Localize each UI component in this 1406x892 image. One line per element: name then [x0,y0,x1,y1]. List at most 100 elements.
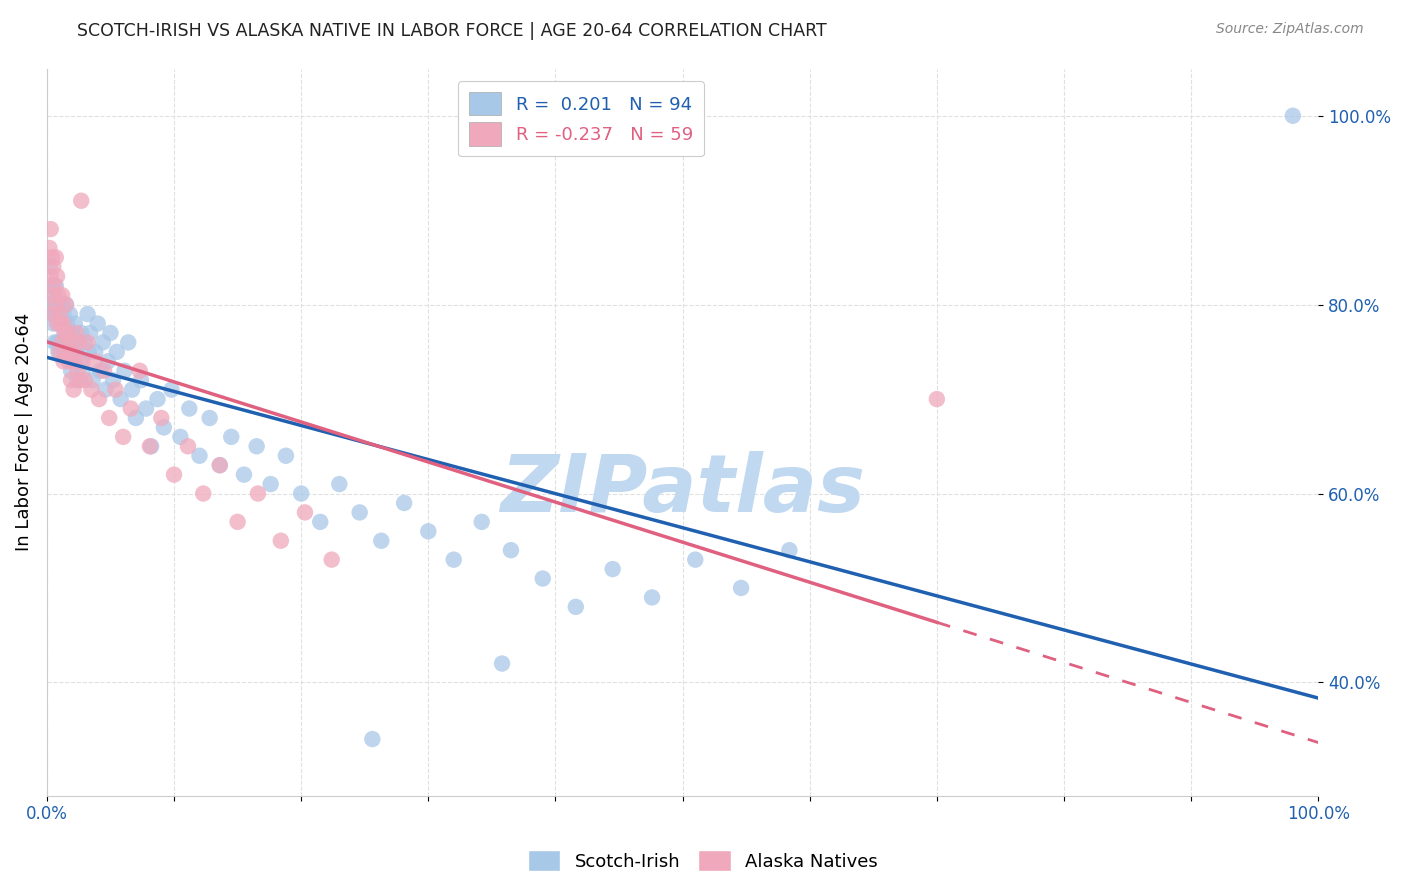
Point [105,344,128,359]
Point [97,354,120,368]
Point [52,344,75,359]
Point [42,288,65,302]
Point [51,335,73,350]
Point [179,401,201,416]
Point [246,439,269,453]
Point [139,439,162,453]
Point [56,326,79,340]
Point [226,515,249,529]
Point [44,298,66,312]
Point [41,278,63,293]
Point [45,298,67,312]
Point [46,344,69,359]
Point [82,373,104,387]
Point [62,383,84,397]
Point [72,364,94,378]
Point [84,354,107,368]
Point [49,317,72,331]
Point [125,411,148,425]
Point [65,344,87,359]
Point [361,732,384,747]
Point [101,373,124,387]
Point [160,383,183,397]
Point [41,288,63,302]
Point [259,477,281,491]
Point [42,317,65,331]
Point [46,317,69,331]
Point [169,430,191,444]
Point [48,344,70,359]
Point [55,298,77,312]
Point [370,533,392,548]
Point [94,383,117,397]
Point [139,439,162,453]
Point [565,599,588,614]
Point [208,458,231,473]
Point [146,392,169,406]
Point [70,194,93,208]
Point [69,354,91,368]
Point [41,307,63,321]
Text: SCOTCH-IRISH VS ALASKA NATIVE IN LABOR FORCE | AGE 20-64 CORRELATION CHART: SCOTCH-IRISH VS ALASKA NATIVE IN LABOR F… [77,22,827,40]
Point [177,439,200,453]
Point [51,298,73,312]
Point [77,344,100,359]
Point [471,515,494,529]
Point [531,572,554,586]
Point [48,335,70,350]
Point [44,335,66,350]
Point [93,364,115,378]
Point [63,317,86,331]
Point [112,430,135,444]
Point [55,335,77,350]
Point [328,477,350,491]
Point [104,383,127,397]
Point [91,335,114,350]
Point [198,411,221,425]
Point [153,420,176,434]
Point [38,260,60,274]
Point [73,335,96,350]
Point [219,430,242,444]
Point [120,401,142,416]
Point [60,326,83,340]
Point [53,326,76,340]
Point [56,317,79,331]
Point [48,307,70,321]
Y-axis label: In Labor Force | Age 20-64: In Labor Force | Age 20-64 [15,313,32,551]
Point [52,317,75,331]
Point [114,364,136,378]
Point [46,335,69,350]
Point [39,278,62,293]
Point [925,392,948,406]
Point [60,364,83,378]
Point [69,373,91,387]
Point [270,533,292,548]
Point [274,449,297,463]
Point [41,251,63,265]
Point [294,505,316,519]
Point [73,373,96,387]
Point [70,326,93,340]
Point [39,222,62,236]
Point [89,364,111,378]
Point [110,392,132,406]
Point [67,335,90,350]
Point [51,288,73,302]
Point [42,260,65,274]
Point [52,307,75,321]
Point [45,307,67,321]
Point [135,401,157,416]
Point [46,288,69,302]
Point [233,467,256,482]
Point [59,335,82,350]
Point [246,486,269,500]
Point [188,449,211,463]
Point [46,317,69,331]
Point [65,326,87,340]
Point [129,373,152,387]
Point [45,251,67,265]
Point [48,307,70,321]
Point [44,278,66,293]
Point [49,317,72,331]
